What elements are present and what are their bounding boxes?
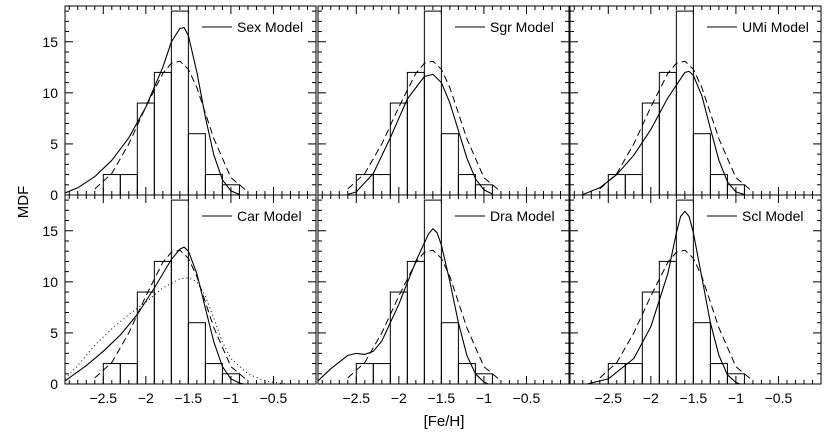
y-tick-label: 5 xyxy=(50,325,58,341)
legend-label: Scl Model xyxy=(742,208,803,224)
model-curve xyxy=(65,26,240,195)
histogram-bar xyxy=(187,133,206,196)
x-tick-label: −0.5 xyxy=(260,390,288,406)
y-tick-label: 0 xyxy=(50,376,58,392)
histogram-bar xyxy=(170,199,189,385)
histogram-bar xyxy=(440,322,459,385)
histogram-bar xyxy=(153,260,172,385)
legend-label: Car Model xyxy=(237,208,302,224)
y-tick-label: 10 xyxy=(42,274,58,290)
model-curve xyxy=(347,73,493,195)
x-tick-label: −1 xyxy=(223,390,239,406)
model-curve xyxy=(586,210,741,384)
x-tick-label: −2.5 xyxy=(594,390,622,406)
legend-label: Sgr Model xyxy=(490,19,554,35)
histogram-bar xyxy=(675,199,694,385)
legend-label: Dra Model xyxy=(490,208,555,224)
x-tick-label: −0.5 xyxy=(513,390,541,406)
y-axis-label: MDF xyxy=(15,186,32,219)
x-tick-label: −2 xyxy=(643,390,659,406)
model-curve xyxy=(582,70,745,195)
y-tick-label: 15 xyxy=(42,223,58,239)
panel-umi: UMi Model xyxy=(569,5,822,196)
x-tick-label: −2.5 xyxy=(342,390,370,406)
y-tick-label: 5 xyxy=(50,136,58,152)
model-curve xyxy=(65,246,244,384)
histogram-bar xyxy=(658,71,677,196)
histogram-bar xyxy=(389,102,408,196)
x-tick-label: −1.5 xyxy=(175,390,203,406)
histogram-bar xyxy=(692,322,711,385)
histogram-bar xyxy=(423,199,442,385)
legend-label: UMi Model xyxy=(742,19,809,35)
x-axis-label: [Fe/H] xyxy=(424,413,465,430)
y-tick-label: 15 xyxy=(42,34,58,50)
histogram-bar xyxy=(658,260,677,385)
histogram-bar xyxy=(389,291,408,385)
histogram-bar xyxy=(675,10,694,196)
x-tick-label: −1.5 xyxy=(428,390,456,406)
histogram-bar xyxy=(136,291,155,385)
panel-car: Car Model 0 5 10 15 −2.5 −2 −1.5 −1 −0.5 xyxy=(42,194,317,406)
histogram-bar xyxy=(153,71,172,196)
histogram-bar xyxy=(440,133,459,196)
histogram-bar xyxy=(423,10,442,196)
x-tick-label: −1.5 xyxy=(680,390,708,406)
model-curve xyxy=(318,228,489,384)
y-tick-label: 10 xyxy=(42,85,58,101)
x-tick-label: −2.5 xyxy=(89,390,117,406)
dotted-curve xyxy=(65,277,287,384)
histogram-bar xyxy=(641,102,660,196)
panel-dra: Dra Model −2.5 −2 −1.5 −1 −0.5 xyxy=(317,194,570,406)
panel-frame xyxy=(317,194,570,385)
panel-scl: Scl Model −2.5 −2 −1.5 −1 −0.5 xyxy=(569,194,822,406)
x-tick-label: −1 xyxy=(728,390,744,406)
legend-label: Sex Model xyxy=(237,19,303,35)
x-tick-label: −1 xyxy=(476,390,492,406)
y-tick-label: 0 xyxy=(50,187,58,203)
x-tick-label: −2 xyxy=(138,390,154,406)
panel-sex: Sex Model 0 5 10 15 xyxy=(42,5,317,203)
histogram-bar xyxy=(406,71,425,196)
panel-frame xyxy=(64,194,317,385)
x-tick-label: −0.5 xyxy=(765,390,793,406)
histogram-bar xyxy=(692,133,711,196)
panel-frame xyxy=(569,194,822,385)
histogram-bar xyxy=(187,322,206,385)
panel-sgr: Sgr Model xyxy=(317,5,570,196)
x-tick-label: −2 xyxy=(391,390,407,406)
histogram-bar xyxy=(406,260,425,385)
